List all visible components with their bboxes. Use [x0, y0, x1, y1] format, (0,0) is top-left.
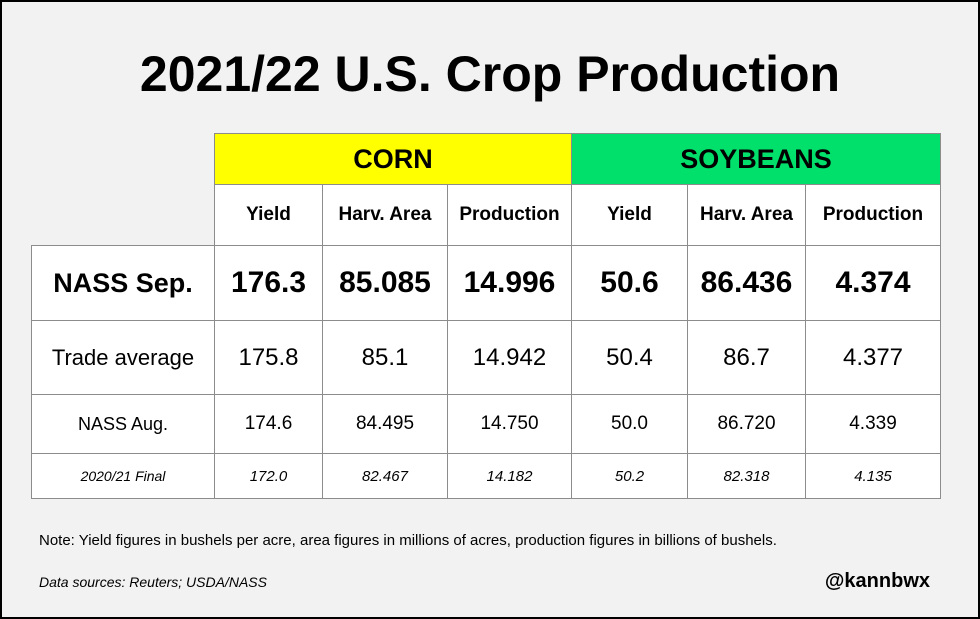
table-cell: 14.750 — [447, 394, 572, 454]
table-cell: 172.0 — [214, 453, 323, 499]
table-cell: 84.495 — [322, 394, 448, 454]
table-cell: 86.436 — [687, 245, 806, 321]
table-cell: 175.8 — [214, 320, 323, 395]
table-cell: 50.0 — [571, 394, 688, 454]
table-cell: 82.318 — [687, 453, 806, 499]
table-cell: 4.135 — [805, 453, 941, 499]
table-cell: 174.6 — [214, 394, 323, 454]
source: Data sources: Reuters; USDA/NASS — [39, 574, 267, 590]
table-cell: 14.182 — [447, 453, 572, 499]
group-header: SOYBEANS — [571, 133, 941, 185]
table-cell: 50.6 — [571, 245, 688, 321]
column-header: Harv. Area — [322, 184, 448, 246]
row-label: NASS Sep. — [31, 245, 215, 321]
handle: @kannbwx — [824, 570, 930, 592]
column-header: Yield — [571, 184, 688, 246]
row-label: NASS Aug. — [31, 394, 215, 454]
table-cell: 50.2 — [571, 453, 688, 499]
table-cell: 4.377 — [805, 320, 941, 395]
column-header: Yield — [214, 184, 323, 246]
table-cell: 14.942 — [447, 320, 572, 395]
note: Note: Yield figures in bushels per acre,… — [39, 532, 777, 549]
group-header: CORN — [214, 133, 572, 185]
row-label: 2020/21 Final — [31, 453, 215, 499]
table-cell: 86.720 — [687, 394, 806, 454]
column-header: Production — [805, 184, 941, 246]
table-cell: 4.374 — [805, 245, 941, 321]
table-cell: 85.1 — [322, 320, 448, 395]
table-cell: 82.467 — [322, 453, 448, 499]
table-cell: 86.7 — [687, 320, 806, 395]
table-cell: 85.085 — [322, 245, 448, 321]
title: 2021/22 U.S. Crop Production — [139, 46, 841, 102]
table-cell: 14.996 — [447, 245, 572, 321]
table-cell: 50.4 — [571, 320, 688, 395]
table-cell: 4.339 — [805, 394, 941, 454]
column-header: Harv. Area — [687, 184, 806, 246]
row-label: Trade average — [31, 320, 215, 395]
column-header: Production — [447, 184, 572, 246]
table-cell: 176.3 — [214, 245, 323, 321]
